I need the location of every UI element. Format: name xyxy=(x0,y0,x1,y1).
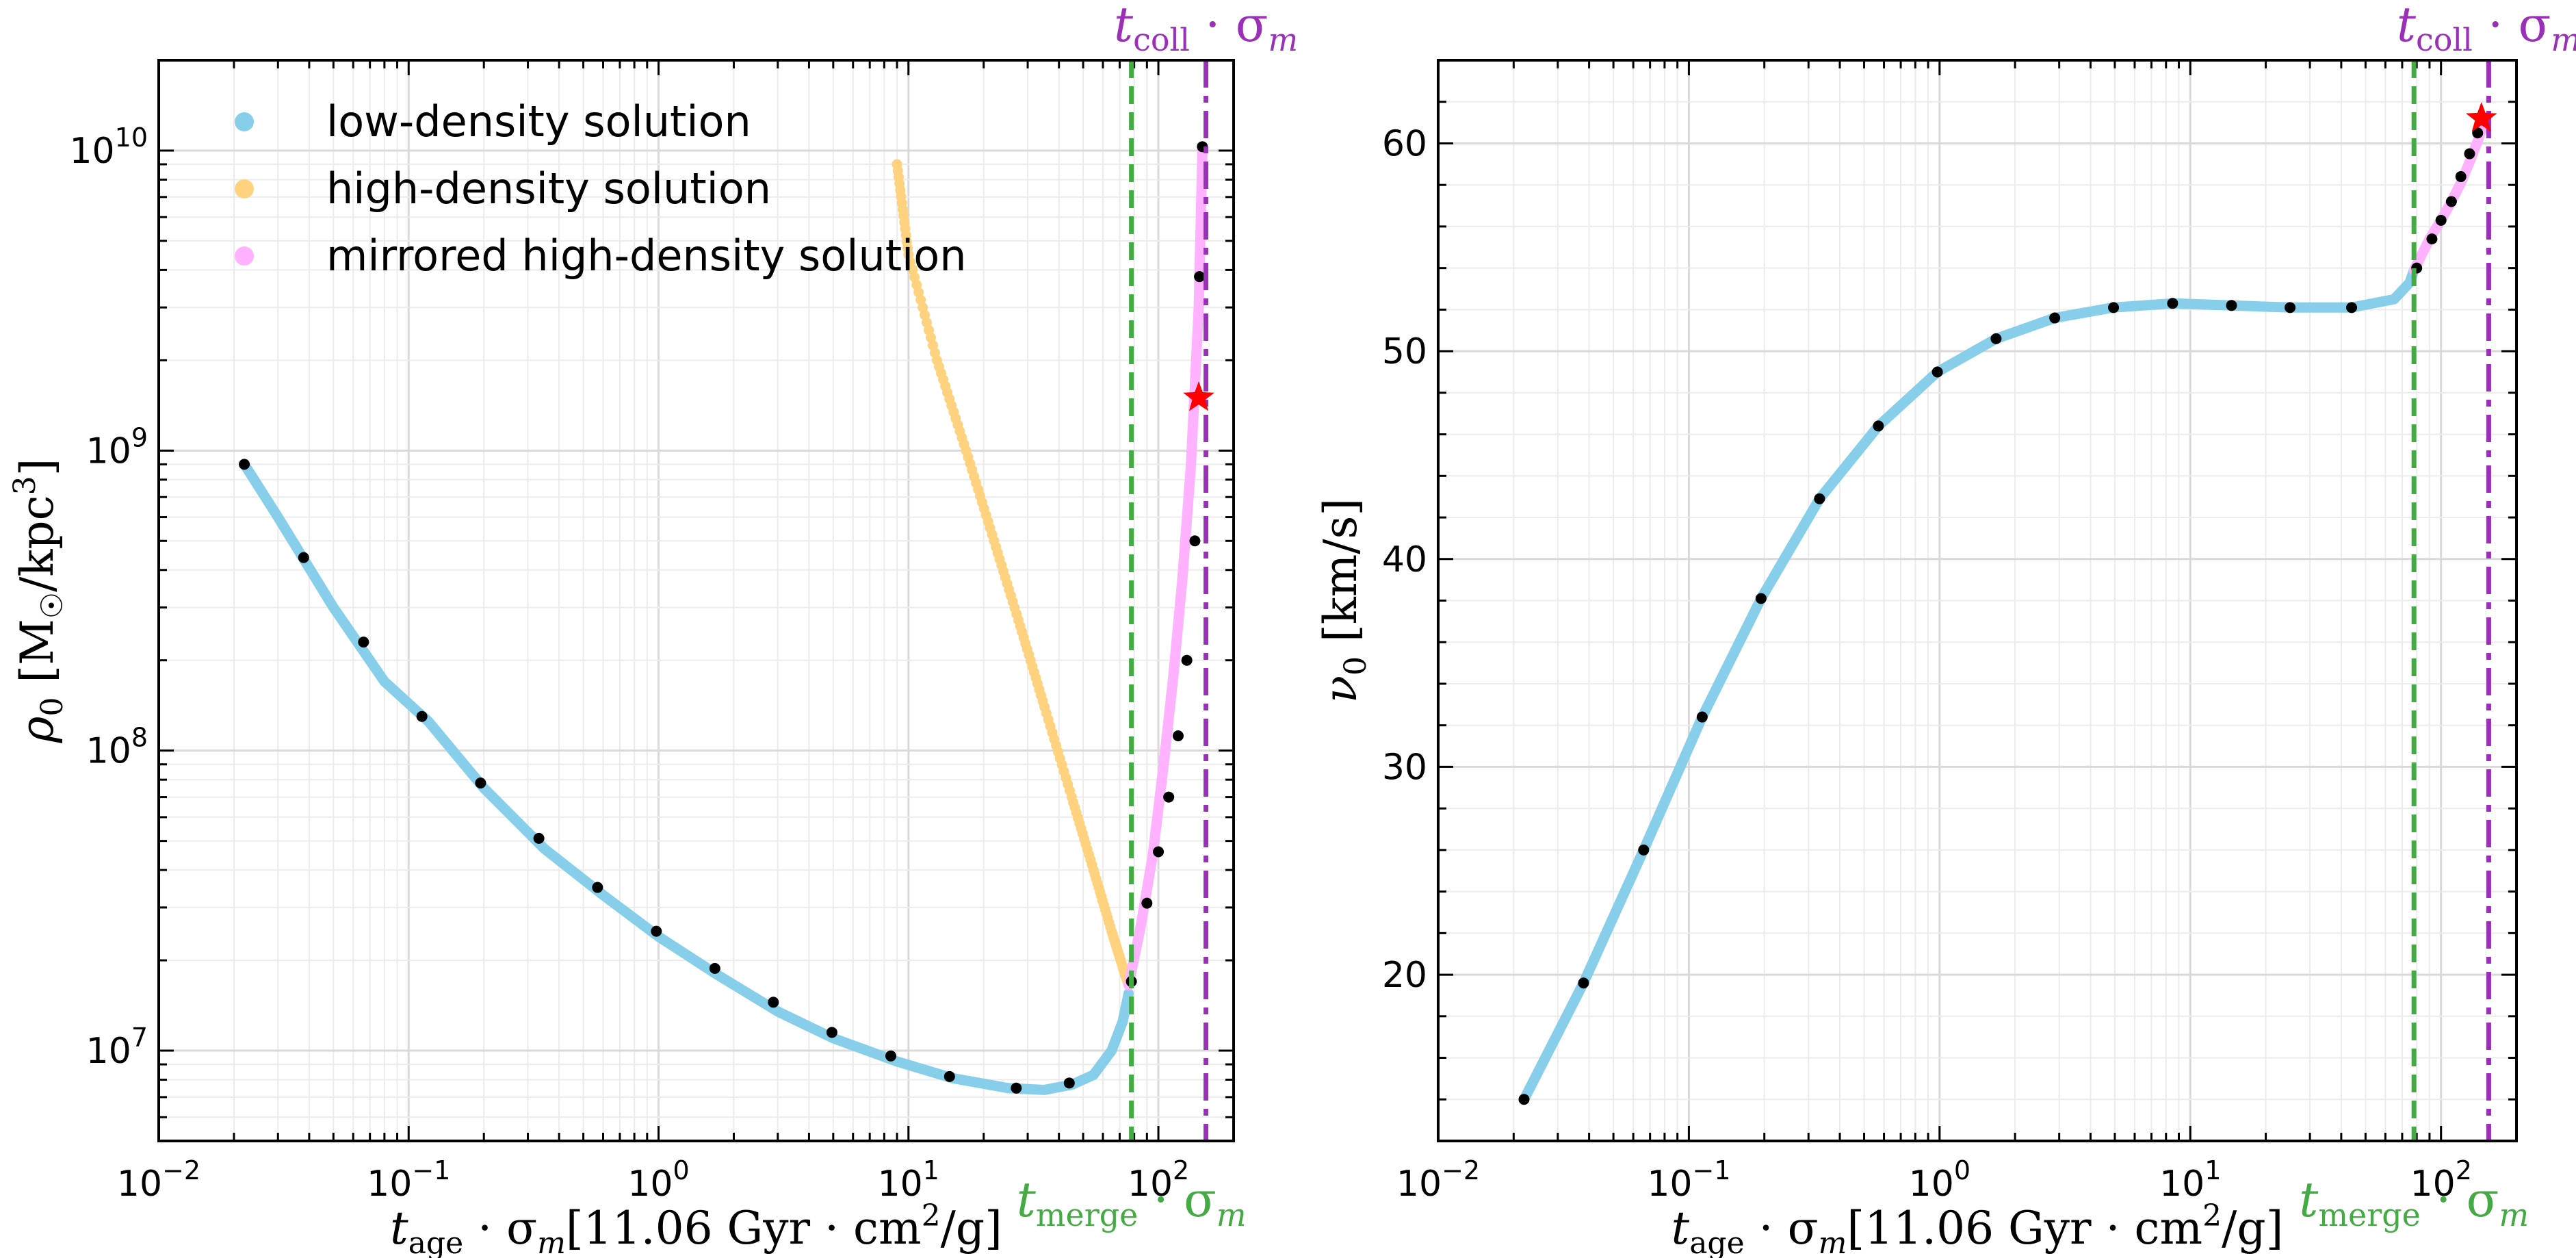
x-tick-label: 102 xyxy=(1128,1155,1189,1205)
x-tick-label: 102 xyxy=(2410,1155,2472,1205)
y-tick-label: 20 xyxy=(1382,955,1427,996)
markers xyxy=(239,141,1208,1094)
plot-area xyxy=(1518,113,2490,1105)
marker-point xyxy=(826,1027,837,1038)
star-marker xyxy=(1183,381,1214,411)
x-tick-label: 10−2 xyxy=(117,1155,200,1205)
marker-point xyxy=(1153,846,1165,858)
marker-point xyxy=(1990,333,2002,344)
y-axis-label: ν0 [km/s] xyxy=(1314,498,1373,703)
series-mirrored xyxy=(2408,113,2490,276)
marker-point xyxy=(1696,711,1708,723)
marker-point xyxy=(651,925,662,937)
series-low xyxy=(239,459,1134,1095)
x-tick-label: 101 xyxy=(878,1155,939,1205)
x-tick-label: 10−1 xyxy=(367,1155,450,1205)
marker-point xyxy=(2108,302,2120,313)
vline-label-coll: tcoll · σm xyxy=(1114,0,1298,58)
legend-marker-mirrored xyxy=(235,246,254,266)
marker-point xyxy=(1189,535,1201,547)
y-tick-label: 109 xyxy=(86,422,148,472)
legend-marker-high xyxy=(235,179,254,198)
marker-point xyxy=(2455,171,2467,183)
y-tick-label: 50 xyxy=(1382,331,1427,372)
marker-point xyxy=(1638,844,1650,856)
marker-point xyxy=(2285,302,2296,313)
marker-point xyxy=(1163,791,1175,803)
marker-point xyxy=(1814,493,1825,504)
legend: low-density solution high-density solutio… xyxy=(235,97,967,281)
y-tick-label: 40 xyxy=(1382,539,1427,580)
marker-point xyxy=(1578,977,1589,989)
marker-point xyxy=(239,459,250,470)
marker-point xyxy=(1194,271,1206,283)
y-tick-label: 30 xyxy=(1382,747,1427,788)
x-axis-label: tage · σm[11.06 Gyr · cm2/g] xyxy=(1671,1198,2284,1258)
series-low xyxy=(1519,265,2419,1105)
axes-frame xyxy=(157,59,1235,1142)
marker-point xyxy=(1141,897,1153,909)
marker-point xyxy=(2426,233,2438,245)
marker-point xyxy=(709,962,720,974)
star-marker xyxy=(2466,102,2497,132)
legend-label-high: high-density solution xyxy=(326,164,771,214)
marker-point xyxy=(2167,298,2178,309)
marker-point xyxy=(2226,300,2237,311)
marker-point xyxy=(2346,302,2358,313)
markers xyxy=(1518,127,2484,1105)
y-tick-label: 107 xyxy=(86,1023,148,1072)
marker-point xyxy=(592,882,603,893)
marker-point xyxy=(416,710,428,722)
marker-point xyxy=(475,777,486,788)
y-tick-label: 1010 xyxy=(69,123,148,172)
x-tick-label: 100 xyxy=(627,1155,689,1205)
y-tick-label: 60 xyxy=(1382,123,1427,164)
marker-point xyxy=(944,1070,955,1082)
marker-point xyxy=(2445,196,2457,207)
plot-area xyxy=(239,141,1208,1095)
series-high xyxy=(892,159,1134,990)
marker-point xyxy=(1172,730,1184,742)
marker-point xyxy=(2472,127,2484,139)
marker-point xyxy=(768,997,779,1008)
grid xyxy=(1437,60,2517,1142)
marker-point xyxy=(1873,420,1884,432)
x-tick-label: 10−2 xyxy=(1396,1155,1480,1205)
marker-point xyxy=(1755,593,1767,604)
marker-point xyxy=(2049,312,2061,324)
legend-label-mirrored: mirrored high-density solution xyxy=(326,231,967,281)
vline-label-coll: tcoll · σm xyxy=(2397,0,2576,58)
x-tick-label: 10−1 xyxy=(1647,1155,1730,1205)
grid xyxy=(157,60,1234,1142)
marker-point xyxy=(1011,1082,1022,1094)
marker-point xyxy=(2435,214,2447,226)
y-tick-label: 108 xyxy=(86,723,148,772)
marker-point xyxy=(1518,1094,1530,1105)
x-axis-label: tage · σm[11.06 Gyr · cm2/g] xyxy=(390,1198,1002,1258)
panel-2: 10−2 10−1 100 101 102 20 30 40 50 60 tmerge · σm tc… xyxy=(1314,0,2576,1258)
vline-label-merge: tmerge · σm xyxy=(1017,1172,1247,1233)
marker-point xyxy=(1931,366,1943,378)
y-axis-label: ρ0 [M☉/kpc3] xyxy=(8,459,70,744)
vline-label-merge: tmerge · σm xyxy=(2299,1172,2529,1233)
axes-frame xyxy=(1437,59,2518,1142)
marker-point xyxy=(885,1050,897,1062)
marker-point xyxy=(358,637,369,648)
marker-point xyxy=(1181,654,1193,666)
legend-marker-low xyxy=(235,112,254,131)
panel-1: 10−2 10−1 100 101 102 107 108 109 1010 tmerge · σ… xyxy=(8,0,1298,1258)
x-tick-label: 101 xyxy=(2159,1155,2221,1205)
legend-label-low: low-density solution xyxy=(326,97,751,146)
marker-point xyxy=(533,832,545,844)
series-mirrored xyxy=(1123,145,1208,991)
marker-point xyxy=(2464,148,2475,159)
marker-point xyxy=(298,552,309,563)
x-tick-label: 100 xyxy=(1909,1155,1970,1205)
marker-point xyxy=(1063,1077,1075,1089)
